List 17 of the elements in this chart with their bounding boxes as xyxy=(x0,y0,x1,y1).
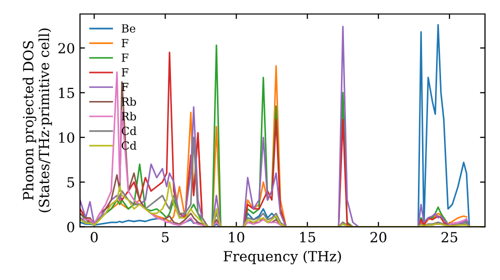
y-axis-title: Phonon projected DOS (States/THz·primitive cell) xyxy=(22,28,52,212)
y-tick-label: 15 xyxy=(59,88,74,98)
legend-label: F xyxy=(122,68,128,76)
x-tick-label: 10 xyxy=(229,232,244,242)
x-tick-label: 25 xyxy=(442,232,458,242)
x-tick-label: 20 xyxy=(370,232,386,242)
x-axis-title: Frequency (THz) xyxy=(224,250,341,264)
x-tick-label: 15 xyxy=(300,232,316,242)
legend-label: F xyxy=(122,54,128,62)
legend-label: Be xyxy=(122,24,136,33)
y-tick-label: 0 xyxy=(67,222,74,232)
y-tick-label: 10 xyxy=(59,132,74,143)
legend-label: F xyxy=(122,38,128,48)
x-tick-label: 0 xyxy=(90,232,98,242)
y-tick-label: 5 xyxy=(67,177,74,188)
x-tick-label: 5 xyxy=(162,232,169,242)
y-tick-label: 20 xyxy=(58,42,74,54)
